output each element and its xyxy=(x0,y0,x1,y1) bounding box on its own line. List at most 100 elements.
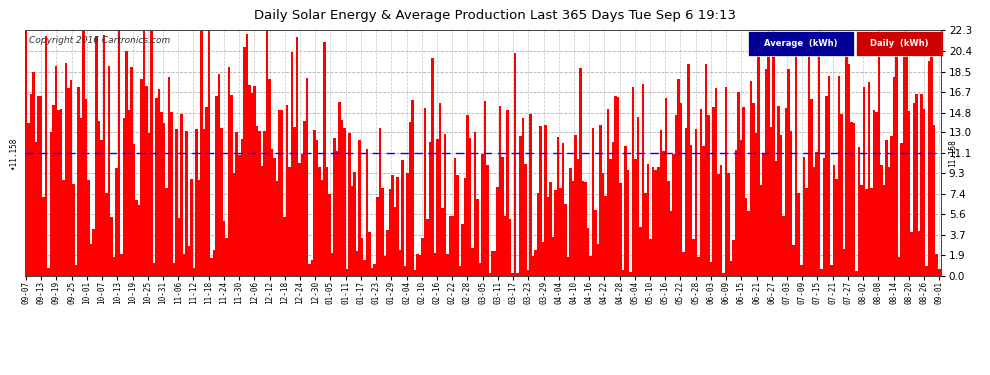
Bar xyxy=(850,122,852,276)
Bar xyxy=(456,175,458,276)
Bar xyxy=(75,266,77,276)
Bar xyxy=(38,96,40,276)
Bar xyxy=(130,67,133,276)
Bar xyxy=(594,210,597,276)
Bar xyxy=(185,131,188,276)
Bar xyxy=(938,269,940,276)
Bar xyxy=(735,150,738,276)
Bar xyxy=(842,249,845,276)
Bar xyxy=(556,137,559,276)
Bar xyxy=(509,219,512,276)
Text: Daily Solar Energy & Average Production Last 365 Days Tue Sep 6 19:13: Daily Solar Energy & Average Production … xyxy=(254,9,736,22)
Bar xyxy=(537,193,540,276)
Bar xyxy=(54,66,57,276)
Bar xyxy=(33,72,35,276)
Bar xyxy=(916,94,918,276)
Bar xyxy=(885,140,888,276)
Bar xyxy=(376,197,378,276)
Bar xyxy=(733,240,735,276)
Bar xyxy=(411,100,414,276)
Bar xyxy=(59,110,62,276)
Bar xyxy=(399,250,401,276)
Bar xyxy=(70,80,72,276)
Bar xyxy=(371,268,373,276)
Bar xyxy=(231,95,233,276)
Bar xyxy=(903,30,906,276)
Bar xyxy=(630,272,632,276)
Bar xyxy=(770,127,772,276)
Bar xyxy=(728,172,730,276)
Bar xyxy=(522,118,524,276)
Bar xyxy=(316,140,319,276)
Bar xyxy=(356,252,358,276)
Bar xyxy=(787,69,790,276)
Bar xyxy=(921,94,923,276)
Bar xyxy=(622,270,625,276)
Bar xyxy=(893,77,895,276)
Bar xyxy=(798,193,800,276)
Bar xyxy=(255,126,258,276)
Bar xyxy=(90,244,92,276)
Bar xyxy=(592,128,594,276)
Bar xyxy=(494,251,496,276)
Bar xyxy=(765,69,767,276)
Bar xyxy=(813,167,815,276)
Bar xyxy=(248,85,250,276)
Bar xyxy=(754,133,757,276)
Bar xyxy=(65,63,67,276)
Bar xyxy=(720,165,723,276)
Bar xyxy=(481,154,484,276)
Bar xyxy=(862,87,865,276)
Bar xyxy=(838,76,841,276)
Bar xyxy=(162,123,165,276)
Bar xyxy=(446,254,448,276)
Bar xyxy=(571,181,574,276)
Bar xyxy=(434,254,437,276)
Bar xyxy=(740,140,742,276)
Bar xyxy=(546,197,549,276)
Bar xyxy=(62,180,65,276)
Bar xyxy=(775,161,777,276)
Bar xyxy=(195,129,198,276)
Bar xyxy=(306,78,308,276)
Bar xyxy=(679,104,682,276)
Bar xyxy=(682,252,685,276)
Bar xyxy=(612,141,615,276)
Bar xyxy=(246,34,248,276)
Bar xyxy=(710,262,712,276)
Bar xyxy=(233,174,236,276)
Bar xyxy=(637,117,640,276)
Bar xyxy=(707,115,710,276)
Bar xyxy=(141,79,143,276)
Bar xyxy=(319,167,321,276)
Bar xyxy=(113,257,115,276)
Bar xyxy=(409,122,411,276)
Bar xyxy=(200,30,203,276)
Bar xyxy=(414,270,416,276)
Bar xyxy=(544,125,546,276)
Bar xyxy=(898,258,900,276)
Bar xyxy=(486,165,489,276)
Bar xyxy=(767,30,770,276)
Bar xyxy=(100,140,103,276)
Bar xyxy=(697,257,700,276)
Bar xyxy=(221,128,223,276)
Bar xyxy=(749,81,752,276)
Bar xyxy=(857,147,860,276)
Bar xyxy=(692,239,695,276)
Bar xyxy=(609,159,612,276)
Bar xyxy=(577,159,579,276)
Bar xyxy=(136,200,138,276)
Bar xyxy=(178,218,180,276)
Bar xyxy=(92,229,95,276)
Bar xyxy=(569,168,571,276)
Bar xyxy=(667,181,669,276)
Bar xyxy=(836,178,838,276)
Bar xyxy=(810,99,813,276)
Bar xyxy=(654,170,657,276)
Bar xyxy=(143,30,146,276)
Bar xyxy=(216,96,218,276)
Bar xyxy=(80,118,82,276)
Bar xyxy=(723,273,725,276)
Bar xyxy=(474,132,476,276)
